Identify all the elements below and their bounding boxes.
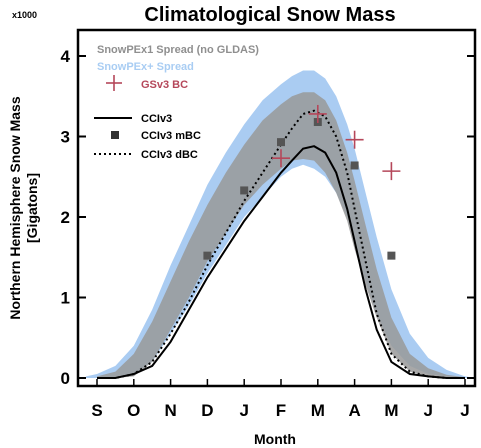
y-axis-label-line1: Northern Hemisphere Snow Mass: [7, 96, 23, 319]
line-cciv3: [97, 145, 465, 379]
y-tick-label: 1: [61, 289, 70, 308]
series-points: [203, 104, 401, 260]
x-tick-label: D: [201, 401, 213, 420]
y-axis-label: Northern Hemisphere Snow Mass [Gigatons]: [7, 96, 40, 319]
gsv3-point: [345, 130, 364, 149]
x-tick-label: J: [423, 401, 432, 420]
x-tick-label: N: [164, 401, 176, 420]
spread-bands: [86, 70, 476, 378]
band-snowpex1-spread-no-gldas: [97, 92, 465, 378]
x-tick-label: M: [384, 401, 398, 420]
legend-spread1: SnowPEx1 Spread (no GLDAS): [97, 44, 259, 56]
gsv3-point: [382, 162, 401, 181]
legend-mbc-marker: [111, 131, 119, 139]
y-axis-label-line2: [Gigatons]: [24, 173, 40, 243]
mbc-point: [240, 186, 249, 195]
gsv3-point: [272, 149, 290, 168]
y-tick-label: 4: [61, 47, 71, 66]
y-tick-label: 0: [61, 369, 70, 388]
legend: SnowPEx1 Spread (no GLDAS) SnowPEx+ Spre…: [94, 44, 259, 161]
legend-spread2: SnowPEx+ Spread: [97, 61, 194, 73]
legend-dbc: CCIv3 dBC: [141, 149, 198, 161]
legend-mbc: CCIv3 mBC: [141, 130, 201, 142]
x-tick-label: J: [460, 401, 469, 420]
y-tick-label: 3: [61, 128, 70, 147]
plot-frame: [76, 28, 477, 388]
gsv3-point: [308, 104, 327, 123]
y-multiplier: x1000: [12, 10, 37, 20]
legend-cci: CCIv3: [141, 113, 172, 125]
x-tick-label: A: [348, 401, 360, 420]
x-tick-label: O: [127, 401, 140, 420]
y-tick-label: 2: [61, 208, 70, 227]
x-tick-label: J: [239, 401, 248, 420]
series-lines: [97, 109, 465, 379]
x-axis-label: Month: [254, 431, 296, 447]
mbc-point: [350, 161, 359, 170]
line-cciv3-dbc: [97, 109, 465, 379]
mbc-point: [387, 251, 396, 260]
legend-gsv3: GSv3 BC: [141, 79, 188, 91]
chart-title: Climatological Snow Mass: [144, 4, 395, 26]
x-tick-label: F: [276, 401, 286, 420]
x-tick-label: S: [91, 401, 102, 420]
legend-gsv3-marker: [106, 75, 122, 91]
mbc-point: [203, 251, 212, 260]
mbc-point: [277, 138, 285, 147]
y-axis-ticks: 0 1 2 3 4: [61, 47, 475, 388]
x-tick-label: M: [311, 401, 325, 420]
